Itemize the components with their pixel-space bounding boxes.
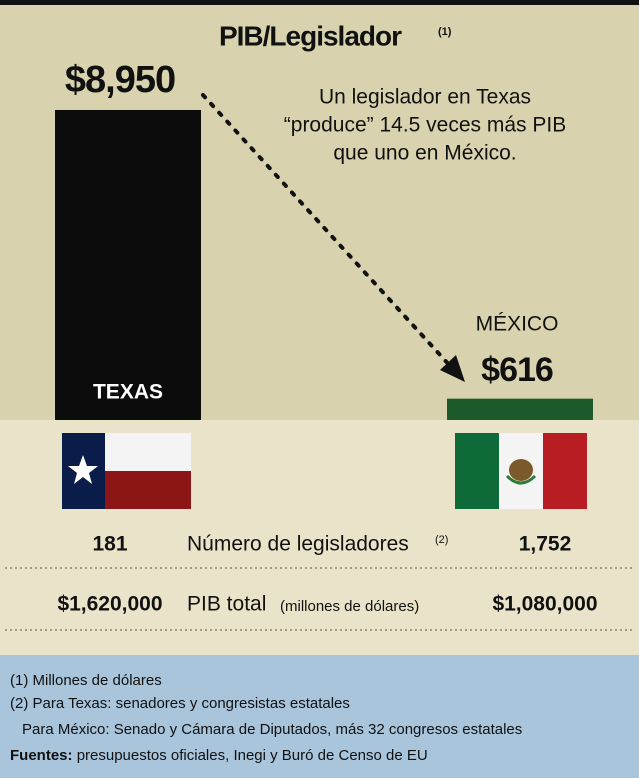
top-border [0, 0, 639, 5]
sources-label: Fuentes: [10, 747, 73, 764]
arrow-head [440, 355, 465, 382]
row-label: Número de legisladores [187, 533, 409, 556]
value-label: $8,950 [65, 59, 175, 101]
footnote: (1) Millones de dólares [10, 672, 162, 689]
texas-flag [62, 433, 191, 509]
value-label: $616 [481, 351, 553, 389]
sources: Fuentes: presupuestos oficiales, Inegi y… [10, 747, 428, 764]
bar [55, 110, 201, 420]
mexico-value: $1,080,000 [492, 593, 597, 616]
title-note: (1) [438, 26, 452, 38]
arrow-line [201, 93, 454, 370]
footer-background [0, 655, 639, 778]
row-note: (2) [435, 534, 448, 546]
annotation: que uno en México. [333, 142, 516, 165]
texas-value: $1,620,000 [57, 593, 162, 616]
footnote: (2) Para Texas: senadores y congresistas… [10, 695, 350, 712]
row-label: PIB total [187, 593, 266, 616]
annotation: “produce” 14.5 veces más PIB [284, 114, 566, 137]
mexico-value: 1,752 [519, 533, 572, 556]
chart-title: PIB/Legislador [219, 20, 402, 51]
sources-text: presupuestos oficiales, Inegi y Buró de … [77, 747, 428, 764]
footnote: Para México: Senado y Cámara de Diputado… [22, 721, 522, 738]
category-label: MÉXICO [476, 313, 559, 336]
row-note: (millones de dólares) [280, 598, 419, 615]
bar [447, 398, 593, 420]
mexico-flag [455, 433, 587, 509]
category-label: TEXAS [93, 381, 163, 404]
texas-value: 181 [92, 533, 127, 556]
annotation: Un legislador en Texas [319, 86, 531, 109]
